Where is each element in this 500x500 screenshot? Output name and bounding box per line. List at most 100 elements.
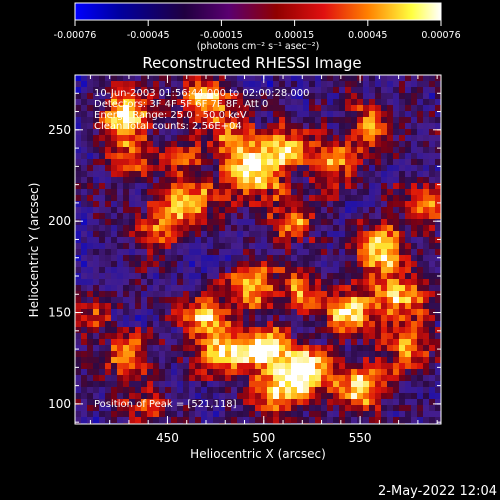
heatmap-cell (417, 147, 424, 154)
heatmap-cell (405, 381, 412, 388)
heatmap-cell (123, 375, 130, 382)
heatmap-cell (237, 93, 244, 100)
heatmap-cell (141, 381, 148, 388)
heatmap-cell (159, 243, 166, 250)
heatmap-cell (243, 327, 250, 334)
heatmap-cell (237, 81, 244, 88)
heatmap-cell (291, 135, 298, 142)
heatmap-cell (423, 135, 430, 142)
heatmap-cell (237, 279, 244, 286)
heatmap-cell (423, 321, 430, 328)
heatmap-cell (249, 411, 256, 418)
heatmap-cell (429, 237, 436, 244)
heatmap-cell (321, 123, 328, 130)
heatmap-cell (183, 201, 190, 208)
heatmap-cell (279, 177, 286, 184)
heatmap-cell (261, 105, 268, 112)
heatmap-cell (93, 333, 100, 340)
heatmap-cell (357, 225, 364, 232)
heatmap-cell (435, 363, 441, 370)
heatmap-cell (111, 411, 118, 418)
heatmap-cell (147, 87, 154, 94)
heatmap-cell (219, 123, 226, 130)
heatmap-cell (273, 183, 280, 190)
heatmap-cell (381, 345, 388, 352)
heatmap-cell (177, 123, 184, 130)
heatmap-cell (243, 183, 250, 190)
heatmap-cell (93, 255, 100, 262)
heatmap-cell (129, 123, 136, 130)
heatmap-cell (237, 357, 244, 364)
heatmap-cell (105, 195, 112, 202)
heatmap-cell (309, 195, 316, 202)
heatmap-cell (255, 327, 262, 334)
heatmap-cell (183, 369, 190, 376)
heatmap-cell (363, 171, 370, 178)
heatmap-cell (249, 267, 256, 274)
heatmap-cell (285, 411, 292, 418)
heatmap-cell (381, 135, 388, 142)
heatmap-cell (135, 417, 142, 424)
heatmap-cell (81, 417, 88, 424)
heatmap-cell (285, 219, 292, 226)
heatmap-cell (417, 189, 424, 196)
heatmap-cell (171, 351, 178, 358)
heatmap-cell (333, 309, 340, 316)
heatmap-cell (429, 411, 436, 418)
heatmap-cell (369, 267, 376, 274)
heatmap-cell (267, 255, 274, 262)
heatmap-cell (381, 183, 388, 190)
heatmap-cell (201, 333, 208, 340)
heatmap-cell (165, 291, 172, 298)
heatmap-cell (417, 201, 424, 208)
heatmap-cell (399, 363, 406, 370)
heatmap-cell (321, 105, 328, 112)
heatmap-cell (243, 351, 250, 358)
heatmap-cell (153, 381, 160, 388)
heatmap-cell (363, 285, 370, 292)
heatmap-cell (423, 351, 430, 358)
heatmap-cell (135, 327, 142, 334)
heatmap-cell (231, 147, 238, 154)
heatmap-cell (255, 369, 262, 376)
heatmap-cell (183, 261, 190, 268)
heatmap-cell (81, 411, 88, 418)
heatmap-cell (375, 345, 382, 352)
heatmap-cell (309, 333, 316, 340)
heatmap-cell (105, 135, 112, 142)
heatmap-cell (129, 177, 136, 184)
heatmap-cell (429, 153, 436, 160)
heatmap-cell (375, 189, 382, 196)
heatmap-cell (369, 87, 376, 94)
heatmap-cell (129, 303, 136, 310)
heatmap-cell (75, 339, 82, 346)
heatmap-cell (213, 123, 220, 130)
heatmap-cell (255, 123, 262, 130)
heatmap-cell (165, 255, 172, 262)
heatmap-cell (399, 135, 406, 142)
heatmap-cell (165, 321, 172, 328)
heatmap-cell (303, 363, 310, 370)
heatmap-cell (345, 297, 352, 304)
heatmap-cell (75, 333, 82, 340)
heatmap-cell (225, 225, 232, 232)
heatmap-cell (411, 129, 418, 136)
heatmap-cell (177, 315, 184, 322)
heatmap-cell (213, 279, 220, 286)
heatmap-cell (135, 255, 142, 262)
heatmap-cell (135, 153, 142, 160)
heatmap-cell (387, 387, 394, 394)
heatmap-cell (309, 345, 316, 352)
heatmap-cell (225, 309, 232, 316)
heatmap-cell (123, 111, 130, 118)
heatmap-cell (423, 315, 430, 322)
heatmap-cell (303, 207, 310, 214)
heatmap-cell (201, 177, 208, 184)
heatmap-cell (189, 123, 196, 130)
heatmap-cell (117, 105, 124, 112)
heatmap-cell (423, 387, 430, 394)
heatmap-cell (399, 393, 406, 400)
heatmap-cell (213, 273, 220, 280)
heatmap-cell (243, 141, 250, 148)
colorbar-tick-label: 0.00076 (421, 30, 460, 41)
